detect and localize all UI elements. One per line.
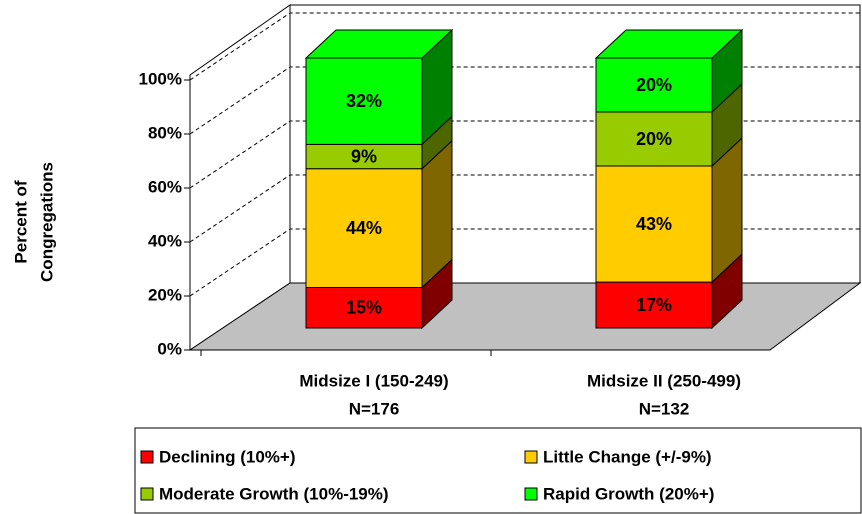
data-label: 15% — [346, 298, 382, 318]
y-tick-label: 60% — [148, 177, 182, 196]
legend-swatch — [524, 487, 538, 501]
legend-swatch — [140, 450, 154, 464]
x-tick-label: Midsize II (250-499) — [587, 371, 741, 390]
legend-label: Little Change (+/-9%) — [543, 447, 712, 466]
legend-label: Declining (10%+) — [159, 447, 296, 466]
data-label: 9% — [351, 146, 377, 166]
legend-label: Rapid Growth (20%+) — [543, 484, 714, 503]
data-label: 20% — [636, 75, 672, 95]
bar-segment — [305, 168, 423, 288]
floor — [188, 282, 862, 351]
legend — [134, 427, 862, 514]
y-tick-label: 20% — [148, 285, 182, 304]
data-label: 20% — [636, 129, 672, 149]
legend-swatch — [524, 450, 538, 464]
bar-top — [594, 29, 744, 59]
grid-line — [189, 12, 860, 81]
legend-label: Moderate Growth (10%-19%) — [159, 484, 389, 503]
y-axis-label: Congregations — [37, 162, 56, 282]
data-label: 32% — [346, 91, 382, 111]
y-tick-label: 40% — [148, 231, 182, 250]
bar-top — [304, 29, 454, 59]
bar-segment — [595, 111, 713, 167]
x-tick-label: N=176 — [349, 399, 400, 418]
bar-segment — [305, 57, 423, 145]
y-axis-label: Percent of — [11, 180, 30, 263]
data-label: 44% — [346, 218, 382, 238]
y-tick-label: 100% — [139, 69, 182, 88]
y-tick-label: 80% — [148, 123, 182, 142]
y-tick-label: 0% — [157, 339, 182, 358]
data-label: 17% — [636, 295, 672, 315]
x-tick-label: Midsize I (150-249) — [299, 371, 448, 390]
bar-segment — [595, 165, 713, 283]
legend-swatch — [140, 487, 154, 501]
data-label: 43% — [636, 214, 672, 234]
x-tick-label: N=132 — [639, 399, 690, 418]
bar-segment — [305, 287, 423, 329]
bar-segment — [595, 57, 713, 113]
